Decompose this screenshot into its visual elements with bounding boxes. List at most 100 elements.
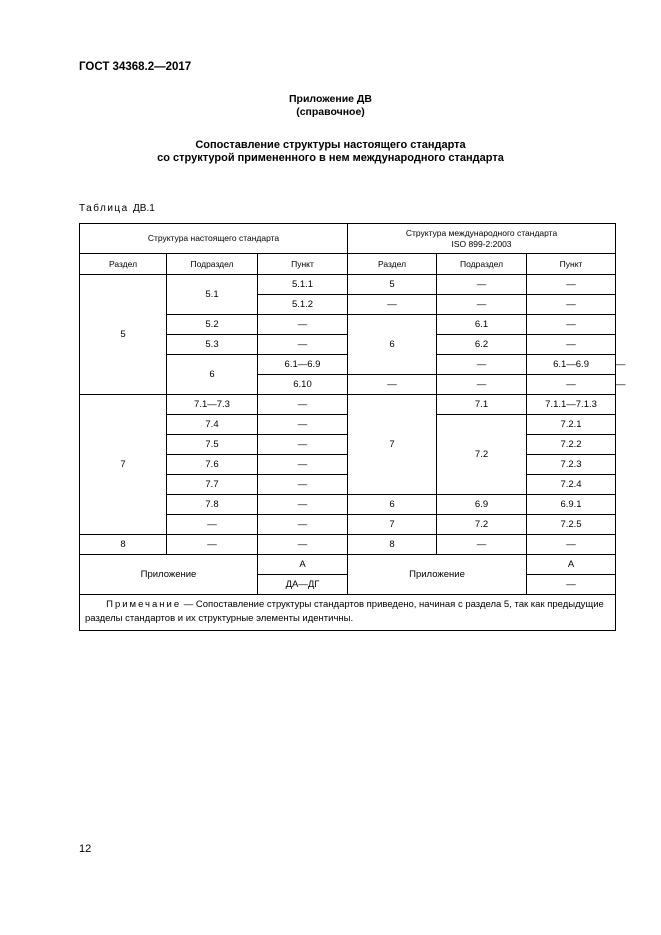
table-row: 7.7— 7.2.4 [80,474,617,495]
table-cell: 7.1—7.3 [166,394,258,415]
table-cell: — [347,374,438,395]
table-cell: — [436,534,528,555]
intl-header-title: Структура международного стандарта [405,227,558,238]
table-cell: — [526,314,617,335]
table-cell: 7.2.1 [526,414,617,435]
table-cell: 7.8 [166,494,258,515]
group-header-national: Структура настоящего стандарта [78,223,349,254]
column-header: Пункт [256,253,349,275]
table-cell: — [256,314,349,335]
column-header: Раздел [347,253,438,275]
table-cell: 7.2.3 [526,454,617,475]
table-cell: — [526,374,617,395]
column-header: Подраздел [436,253,528,275]
column-header: Подраздел [166,253,258,275]
table-row: 5 5.1 5.1.1 5— — [79,274,617,395]
table-row: 6.10— — — — [80,374,626,395]
caption-word: Таблица [79,203,129,214]
table-row: 5.1.2— — — [80,294,617,315]
appendix-subtitle: (справочное) [296,106,365,118]
table-cell: — [436,374,528,395]
table-cell: 6.10 [256,374,349,395]
table-cell: 6 [347,494,438,515]
appendix-title: Приложение ДВ [289,93,372,105]
table-cell: 6 [166,354,258,395]
page-number: 12 [79,843,92,855]
table-cell: 5.1.2 [256,294,349,315]
table-row: ДА—ДГ — [80,574,617,595]
table-cell: — [256,394,349,415]
table-row: 7.5— 7.2.2 [80,434,617,455]
table-cell: 7.5 [166,434,258,455]
table-cell: — [256,474,349,495]
table-cell: — [256,334,349,355]
table-cell: 6.9.1 [526,494,617,515]
table-cell: 7.1 [436,394,528,415]
table-cell: — [256,454,349,475]
table-cell: 7.6 [166,454,258,475]
table-cell: 7.4 [166,414,258,435]
group-header-international: Структура международного стандарта ISO 89… [347,223,617,254]
table-row: 5.2—6 6.1— [80,314,617,375]
table-caption: Таблица ДВ.1 [79,203,155,214]
table-cell: 6.9 [436,494,528,515]
table-cell: 7 [79,394,167,535]
table-cell: 7.1.1—7.1.3 [526,394,617,415]
table-cell: — [256,434,349,455]
heading-line-2: со структурой примененного в нем междуна… [157,152,504,164]
note-text: — Сопоставление структуры стандартов при… [85,599,604,624]
table-cell: — [256,494,349,515]
table-cell: 5 [79,274,167,395]
table-cell: — [256,534,349,555]
table-cell: Приложение [79,554,258,595]
table-row: 7.4—7.2 7.2.1 [80,414,617,495]
table-cell: 7 [347,514,438,535]
table-cell: 6.2 [436,334,528,355]
table-row: 7.6— 7.2.3 [80,454,617,475]
table-cell: — [347,294,438,315]
table-cell: 5.2 [166,314,258,335]
table-row: 8— —8— — [79,534,617,555]
table-cell: 8 [79,534,167,555]
table-row: 6 6.1—6.9—6.1—6.9— [80,354,626,395]
table-cell: — [256,514,349,535]
table-cell: 7.2 [436,414,528,495]
table-cell: А [526,554,617,575]
table-cell: А [256,554,349,575]
table-cell: — [436,294,528,315]
document-id: ГОСТ 34368.2—2017 [79,61,192,73]
table-cell: 5 [347,274,438,295]
table-cell: 5.1 [166,274,258,315]
note-label: Примечание [106,599,182,610]
table-cell: 6.1—6.9 [526,354,617,375]
caption-number: ДВ.1 [133,203,155,214]
comparison-table: Структура настоящего стандарта Структура… [78,223,626,631]
table-cell: — [526,274,617,295]
table-cell: 7.2.4 [526,474,617,495]
table-cell: 5.3 [166,334,258,355]
table-cell: 6 [347,314,438,375]
table-cell: 7.7 [166,474,258,495]
table-cell: — [436,274,528,295]
column-header: Пункт [526,253,617,275]
table-cell: — [436,354,528,375]
table-cell: 7.2 [436,514,528,535]
table-body: 5 5.1 5.1.1 5— —5.1.2— — —5.2—6 6.1—5.3—6.2—6 6.… [79,274,626,595]
table-cell: — [526,574,617,595]
table-cell: — [526,534,617,555]
table-cell: 5.1.1 [256,274,349,295]
table-cell: 6.1—6.9 [256,354,349,375]
table-cell: 6.1 [436,314,528,335]
table-row: Приложение А Приложение А [79,554,617,595]
table-row: 7.8—6 6.9 6.9.1 [80,494,617,515]
table-cell: 7 [347,394,438,495]
column-header: Раздел [79,253,167,275]
table-cell: Приложение [347,554,528,595]
table-cell: — [166,514,258,535]
table-row: 7 7.1—7.3—7 7.1 7.1.1—7.1.3 [79,394,617,535]
table-cell: ДА—ДГ [256,574,349,595]
table-cell: — [256,414,349,435]
table-cell: — [526,294,617,315]
intl-header-standard: ISO 899-2:2003 [451,238,512,249]
table-note: Примечание — Сопоставление структуры ста… [78,594,617,631]
